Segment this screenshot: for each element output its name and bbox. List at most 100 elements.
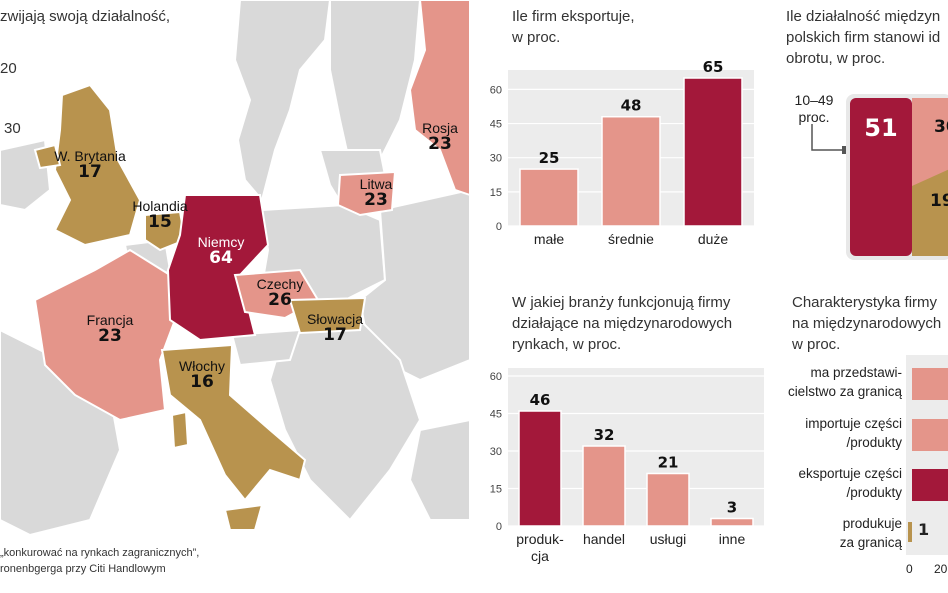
map-label-slowacja: Słowacja 17 — [292, 311, 378, 345]
hbar-row2-label-line1: importuje części — [805, 416, 902, 431]
map-country-wlochy-sicily — [223, 503, 264, 531]
hbar-row1-label: ma przedstawi- cielstwo za granicą — [760, 363, 902, 401]
map-country-wlochy — [160, 343, 307, 502]
hbar-row2-label-line2: /produkty — [846, 435, 902, 450]
map-label-slowacja-value: 17 — [323, 325, 347, 345]
hbar-title: Charakterystyka firmy na międzynarodowyc… — [792, 292, 948, 355]
hbar-row4-label: produkuje za granicą — [760, 514, 902, 552]
category-label: produk- — [516, 531, 564, 547]
bar-value-label: 46 — [530, 391, 551, 409]
category-label: usługi — [650, 531, 687, 547]
hbar-row3-label: eksportuje części /produkty — [760, 464, 902, 502]
bar — [601, 115, 661, 227]
hbar-title-line3: w proc. — [792, 336, 841, 353]
map-label-wlochy-name: Włochy — [179, 358, 225, 374]
map-label-niemcy-value: 64 — [209, 248, 233, 268]
hbar-row2-label: importuje części /produkty — [760, 414, 902, 452]
map-label-holandia-value: 15 — [148, 212, 172, 232]
hbar-xtick-20: 20 — [934, 562, 948, 576]
map-land-scandinavia — [233, 0, 332, 203]
map-label-slowacja-name: Słowacja — [306, 311, 364, 327]
hbar-row1-bar — [912, 368, 948, 400]
chart2-title-line1: W jakiej branży funkcjonują firmy — [512, 294, 731, 311]
map-legend-30: 30 — [4, 120, 21, 137]
pie-value-51: 51 — [864, 114, 897, 142]
map-label-wlochy: Włochy 16 — [162, 358, 242, 392]
chart2-title-line3: rynkach, w proc. — [512, 336, 622, 353]
bar — [683, 77, 743, 227]
y-tick-label: 30 — [490, 153, 502, 165]
y-tick-label: 15 — [490, 484, 502, 496]
chart1-title-line2: w proc. — [512, 29, 561, 46]
map-label-holandia: Holandia 15 — [118, 198, 202, 232]
y-tick-label: 45 — [490, 119, 502, 131]
pie-value-30: 30 — [934, 117, 948, 137]
map-label-uk-value: 17 — [78, 162, 102, 182]
pie-label-line1: 10–49 — [794, 92, 834, 108]
map-label-rosja: Rosja 23 — [400, 120, 480, 153]
bar-value-label: 21 — [658, 454, 679, 472]
map-label-czechy-name: Czechy — [256, 276, 304, 292]
category-label: małe — [534, 231, 565, 247]
hbar-title-line1: Charakterystyka firmy — [792, 294, 938, 311]
map-source-line1: „konkurować na rynkach zagranicznych”, — [0, 547, 200, 559]
hbar-row4-label-line2: za granicą — [839, 535, 902, 550]
map-label-litwa: Litwa 23 — [336, 176, 416, 210]
bar — [582, 445, 626, 527]
pie-label: 10–49 proc. — [784, 92, 844, 126]
pie-title: Ile działalność międzyn polskich firm st… — [786, 6, 948, 69]
map-label-francja: Francja 23 — [70, 312, 150, 346]
bar-value-label: 32 — [594, 426, 615, 444]
hbar-row3-bar — [912, 469, 948, 501]
category-label: duże — [698, 231, 729, 247]
map-country-litwa — [336, 170, 397, 217]
chart1-export-bars: 0 15 30 45 60 25 małe 48 średnie 65 duże — [490, 60, 754, 247]
pie-value-19: 19 — [930, 191, 948, 211]
hbar-title-line2: na międzynarodowych — [792, 315, 942, 332]
pie-slice-51 — [850, 98, 912, 256]
category-label: cja — [531, 548, 549, 564]
map-label-niemcy-name: Niemcy — [197, 234, 245, 250]
chart1-title: Ile firm eksportuje, w proc. — [512, 6, 752, 48]
map-country-uk-scotland-isle — [33, 143, 62, 170]
bar-value-label: 65 — [703, 60, 724, 76]
europe-map — [0, 0, 470, 593]
category-label: średnie — [608, 231, 654, 247]
y-tick-label: 30 — [490, 446, 502, 458]
bar-value-label: 25 — [539, 149, 560, 167]
map-label-rosja-name: Rosja — [422, 120, 458, 136]
y-tick-label: 0 — [496, 521, 502, 533]
map-label-uk-name: W. Brytania — [54, 148, 126, 164]
chart2-industry-bars: 0 15 30 45 60 46 produk-cja 32 handel 21 usługi 3 in… — [490, 368, 764, 564]
map-country-holandia — [144, 210, 187, 252]
map-country-francja — [33, 248, 177, 422]
bar-value-label: 48 — [621, 97, 642, 115]
hbar-xtick-0: 0 — [906, 562, 913, 576]
hbar-row2-bar — [912, 419, 948, 451]
map-label-niemcy: Niemcy 64 — [176, 234, 266, 268]
map-label-litwa-value: 23 — [364, 190, 388, 210]
bar — [519, 168, 579, 227]
map-label-francja-name: Francja — [86, 312, 134, 328]
map-legend-top: zwijają swoją działalność, — [0, 8, 171, 25]
pie-chart: 51 30 19 — [811, 94, 948, 260]
hbar-row3-label-line1: eksportuje części — [798, 466, 902, 481]
y-tick-label: 15 — [490, 187, 502, 199]
map-country-slowacja — [288, 296, 367, 335]
map-country-rosja — [408, 0, 470, 197]
bar-value-label: 3 — [727, 499, 737, 517]
map-label-wlochy-value: 16 — [190, 372, 214, 392]
hbar-row3-label-line2: /produkty — [846, 485, 902, 500]
map-label-czechy: Czechy 26 — [240, 276, 320, 310]
y-tick-label: 45 — [490, 409, 502, 421]
hbar-row4-label-line1: produkuje — [842, 516, 902, 531]
hbar-row1-label-line2: cielstwo za granicą — [787, 384, 902, 399]
map-country-wlochy-sardinia — [170, 410, 190, 450]
map-legend-20: 20 — [0, 60, 17, 77]
hbar-row4-value: 1 — [918, 520, 930, 539]
map-label-czechy-value: 26 — [268, 290, 292, 310]
pie-title-line2: polskich firm stanowi id — [786, 29, 941, 46]
map-label-francja-value: 23 — [98, 326, 122, 346]
y-tick-label: 60 — [490, 84, 502, 96]
category-label: handel — [583, 531, 625, 547]
